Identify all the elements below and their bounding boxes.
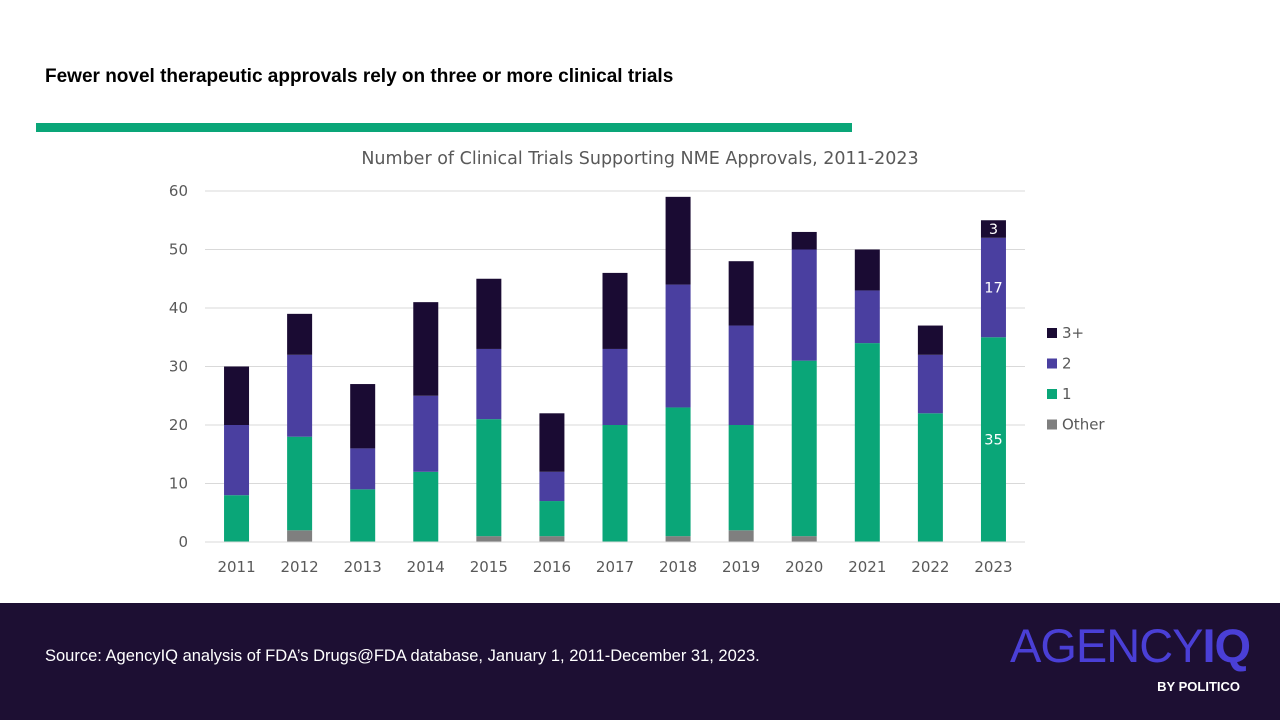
bar-2019-3+ xyxy=(728,261,754,326)
bar-2019-Other xyxy=(728,530,754,542)
bar-2020-3+ xyxy=(791,231,817,250)
x-tick-label-2021: 2021 xyxy=(848,558,886,576)
bar-2020-Other xyxy=(791,536,817,542)
bar-2015-Other xyxy=(476,536,502,542)
bar-2019-2 xyxy=(728,325,754,425)
bar-2018-3+ xyxy=(665,196,691,285)
bar-2017-3+ xyxy=(602,272,628,349)
bar-2018-2 xyxy=(665,284,691,408)
bar-2018-Other xyxy=(665,536,691,542)
x-tick-label-2019: 2019 xyxy=(722,558,760,576)
stacked-bar-chart: Number of Clinical Trials Supporting NME… xyxy=(169,149,1106,576)
legend-swatch-Other xyxy=(1047,419,1057,430)
bar-2012-3+ xyxy=(287,313,313,355)
y-tick-label-50: 50 xyxy=(169,241,188,259)
bar-2013-3+ xyxy=(350,384,376,449)
bar-2022-3+ xyxy=(917,325,943,355)
bar-2023-3+ xyxy=(980,220,1006,238)
x-tick-label-2020: 2020 xyxy=(785,558,823,576)
legend-swatch-2 xyxy=(1047,358,1057,369)
footer-banner xyxy=(0,603,1280,720)
data-label-2023-3+: 3 xyxy=(989,222,998,238)
bar-2012-2 xyxy=(287,354,313,437)
bar-2011-3+ xyxy=(224,366,250,425)
logo-wordmark-iq: IQ xyxy=(1203,619,1251,672)
y-tick-label-20: 20 xyxy=(169,416,188,434)
source-note: Source: AgencyIQ analysis of FDA’s Drugs… xyxy=(45,647,760,665)
x-tick-label-2014: 2014 xyxy=(407,558,445,576)
legend-swatch-1 xyxy=(1047,389,1057,399)
bar-2011-2 xyxy=(224,425,250,496)
y-tick-label-60: 60 xyxy=(169,182,188,200)
bar-2014-1 xyxy=(413,471,439,542)
y-tick-label-0: 0 xyxy=(178,533,188,551)
bar-2021-2 xyxy=(854,290,880,344)
bar-2017-2 xyxy=(602,348,628,425)
legend-label-Other: Other xyxy=(1062,416,1105,434)
bar-2020-2 xyxy=(791,249,817,361)
x-tick-label-2018: 2018 xyxy=(659,558,697,576)
slide-headline: Fewer novel therapeutic approvals rely o… xyxy=(45,66,674,87)
bar-2020-1 xyxy=(791,360,817,537)
agencyiq-logo: AGENCYIQ BY POLITICO xyxy=(1010,619,1251,694)
bar-2012-Other xyxy=(287,530,313,542)
bar-2014-2 xyxy=(413,395,439,472)
bar-2019-1 xyxy=(728,425,754,531)
bar-2017-1 xyxy=(602,425,628,542)
bar-2022-2 xyxy=(917,354,943,414)
logo-wordmark-agency: AGENCY xyxy=(1010,619,1203,672)
x-tick-label-2016: 2016 xyxy=(533,558,571,576)
x-tick-label-2017: 2017 xyxy=(596,558,634,576)
x-tick-label-2015: 2015 xyxy=(470,558,508,576)
legend-label-2: 2 xyxy=(1062,355,1072,373)
bar-2015-2 xyxy=(476,348,502,420)
legend-label-1: 1 xyxy=(1062,385,1072,403)
y-tick-label-40: 40 xyxy=(169,299,188,317)
bar-2015-1 xyxy=(476,419,502,537)
x-tick-label-2013: 2013 xyxy=(344,558,382,576)
legend-label-3+: 3+ xyxy=(1062,324,1084,342)
bar-2011-1 xyxy=(224,495,250,542)
bar-2013-1 xyxy=(350,489,376,542)
bar-2016-Other xyxy=(539,536,565,542)
x-tick-label-2012: 2012 xyxy=(281,558,319,576)
svg-text:AGENCYIQ: AGENCYIQ xyxy=(1010,619,1250,672)
logo-byline: BY POLITICO xyxy=(1157,679,1240,694)
bar-2016-3+ xyxy=(539,413,565,472)
y-tick-label-30: 30 xyxy=(169,358,188,376)
bar-2023-1 xyxy=(980,337,1006,542)
data-label-2023-1: 35 xyxy=(984,433,1002,449)
bar-2016-1 xyxy=(539,501,565,537)
bar-2021-1 xyxy=(854,343,880,542)
bar-2015-3+ xyxy=(476,278,502,349)
y-tick-label-10: 10 xyxy=(169,475,188,493)
bar-2022-1 xyxy=(917,413,943,542)
legend-swatch-3+ xyxy=(1047,328,1057,338)
bar-2021-3+ xyxy=(854,249,880,291)
bar-2016-2 xyxy=(539,471,565,502)
x-tick-label-2011: 2011 xyxy=(217,558,255,576)
x-tick-label-2022: 2022 xyxy=(911,558,949,576)
bar-2013-2 xyxy=(350,448,376,490)
chart-title: Number of Clinical Trials Supporting NME… xyxy=(361,149,918,169)
accent-bar xyxy=(36,123,852,132)
bar-2018-1 xyxy=(665,407,691,537)
x-tick-label-2023: 2023 xyxy=(974,558,1012,576)
bar-2012-1 xyxy=(287,436,313,531)
bar-2023-2 xyxy=(980,237,1006,338)
bar-2014-3+ xyxy=(413,302,439,396)
data-label-2023-2: 17 xyxy=(984,281,1002,297)
